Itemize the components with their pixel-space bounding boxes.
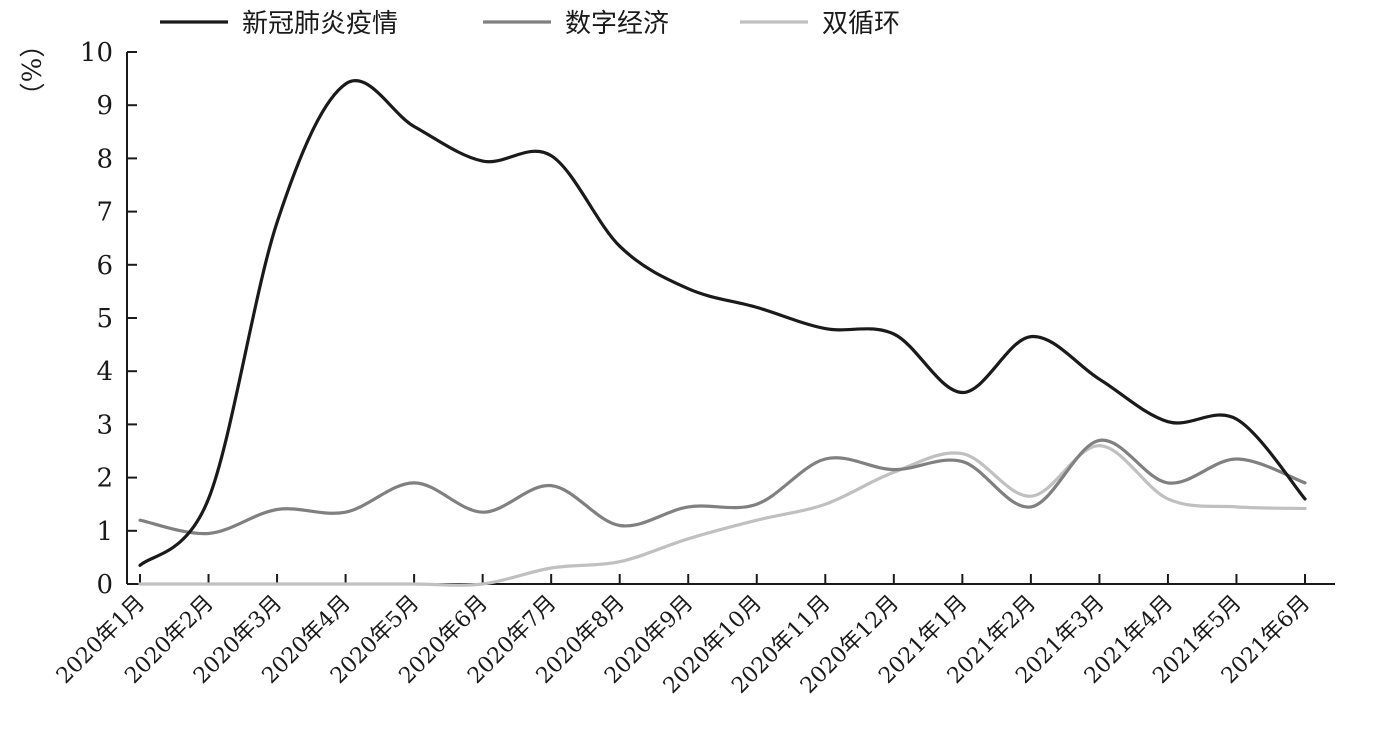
y-tick-label: 0	[96, 570, 113, 600]
series-line	[138, 438, 1307, 536]
series-layer	[138, 79, 1307, 587]
y-tick-label: 2	[96, 464, 113, 494]
y-tick-label: 7	[96, 198, 113, 228]
y-tick-label: 10	[80, 38, 113, 68]
y-tick-label: 8	[96, 144, 113, 174]
legend-label: 数字经济	[565, 9, 669, 39]
legend: 新冠肺炎疫情 数字经济 双循环	[160, 9, 900, 39]
series-line	[138, 444, 1307, 587]
y-tick-label: 6	[96, 251, 113, 281]
y-tick-label: 5	[96, 304, 113, 334]
y-axis-unit: （%）	[15, 32, 45, 109]
y-tick-label: 9	[96, 91, 113, 121]
legend-label: 新冠肺炎疫情	[242, 9, 398, 39]
series-line	[138, 79, 1307, 567]
legend-label: 双循环	[822, 9, 900, 39]
y-tick-label: 3	[96, 410, 113, 440]
y-tick-label: 4	[96, 357, 113, 387]
y-tick-label: 1	[96, 517, 113, 547]
axes: 0123456789102020年1月2020年2月2020年3月2020年4月…	[52, 38, 1335, 699]
